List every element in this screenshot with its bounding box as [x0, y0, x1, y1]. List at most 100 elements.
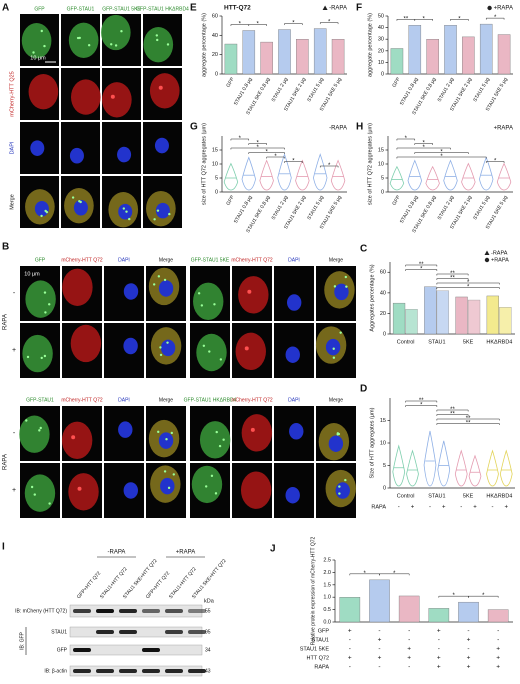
- nucleus: [123, 283, 139, 300]
- significance-label: *: [393, 571, 396, 577]
- granule: [338, 492, 341, 495]
- bar: [398, 595, 420, 623]
- column-label: GFP-STAU1 HKΔRBD4: [136, 6, 189, 12]
- y-axis-label: Size of HTT aggregates (μm): [369, 407, 375, 478]
- y-tick-label: 40: [212, 33, 218, 39]
- nucleus: [325, 338, 341, 356]
- scale-bar-label: 10 μm: [30, 55, 46, 61]
- band: [142, 648, 160, 652]
- x-tick-label: 5KE: [463, 339, 474, 345]
- panel-letter: E: [190, 3, 197, 14]
- condition-mark: +: [467, 655, 471, 662]
- band: [188, 609, 206, 613]
- blot-strip: [69, 644, 203, 656]
- bar: [444, 25, 457, 75]
- column-label: mCherry-HTT Q72: [231, 257, 273, 263]
- granule: [32, 51, 35, 54]
- condition-mark: +: [378, 655, 382, 662]
- x-tick-label: HKΔRBD4: [486, 339, 512, 345]
- y-axis-label: Aggregates percentage (%): [369, 264, 375, 331]
- micrograph: [274, 266, 314, 321]
- significance-label: **: [466, 421, 471, 427]
- violin: [461, 162, 476, 191]
- y-tick-label: 0.5: [323, 607, 331, 613]
- y-axis-label: Relative protein expression of mCherry-H…: [310, 537, 316, 646]
- y-tick-label: 10: [378, 60, 384, 66]
- significance-bracket: [266, 156, 285, 159]
- band: [96, 630, 114, 634]
- aggregate: [244, 346, 249, 351]
- y-tick-label: 0.0: [323, 619, 331, 625]
- condition-mark: -: [438, 637, 440, 644]
- blot-group-label: IB: GFP: [19, 631, 25, 649]
- subcategory-label: +: [504, 505, 508, 511]
- granule: [78, 36, 81, 40]
- bar: [260, 41, 273, 75]
- violin: [406, 449, 419, 487]
- cell: [191, 465, 223, 504]
- significance-label: *: [420, 267, 423, 273]
- significance-bracket: [405, 269, 438, 271]
- granule: [30, 485, 34, 489]
- column-label: DAPI: [288, 257, 300, 263]
- granule: [336, 432, 340, 435]
- y-tick-label: 1.5: [323, 582, 331, 588]
- significance-label: *: [420, 403, 423, 409]
- aggregate: [77, 486, 82, 491]
- significance-bracket: [379, 573, 410, 576]
- panel-letter: J: [270, 544, 276, 555]
- kda-label: kDa: [204, 598, 215, 604]
- micrograph: [104, 323, 144, 378]
- condition-mark: -: [497, 637, 499, 644]
- row-label: DAPI: [9, 141, 15, 154]
- aggregate: [247, 289, 252, 294]
- y-tick-label: 15: [212, 147, 218, 153]
- x-tick-label: STAU1: [428, 339, 445, 345]
- column-label: mCherry-HTT Q72: [61, 257, 103, 263]
- blot-label: IB: β-actin: [44, 668, 67, 674]
- group-label: -RAPA: [108, 550, 126, 556]
- significance-label: *: [239, 136, 242, 142]
- column-label: Merge: [329, 397, 343, 403]
- row-label: +: [12, 347, 16, 354]
- row-label: -: [13, 430, 16, 437]
- violin: [423, 430, 437, 487]
- granule: [43, 44, 46, 48]
- condition-mark: +: [496, 664, 500, 671]
- bar: [487, 609, 509, 623]
- kda-marker: 34: [205, 647, 211, 653]
- significance-bracket: [396, 156, 487, 159]
- kda-marker: 43: [205, 668, 211, 674]
- bar: [479, 23, 493, 75]
- condition-mark: -: [438, 646, 440, 653]
- cell: [21, 23, 52, 59]
- granule: [79, 200, 82, 204]
- bar: [390, 48, 404, 75]
- x-tick-label: STAU1 5 μg: [472, 76, 491, 103]
- subcategory-label: -: [398, 505, 400, 511]
- nucleus: [160, 339, 176, 357]
- x-tick-label: 5KE: [463, 493, 474, 499]
- granule: [87, 43, 91, 47]
- granule: [215, 430, 218, 434]
- y-axis-label: size of HTT Q72 aggregates (μm): [367, 123, 373, 205]
- subcategory-axis-label: RAPA: [371, 504, 386, 510]
- x-tick-label: STAU1 5 μg: [306, 194, 325, 221]
- significance-label: *: [274, 154, 277, 160]
- condition-mark: -: [497, 628, 499, 635]
- significance-bracket: [485, 161, 505, 163]
- granule: [165, 437, 168, 441]
- band: [96, 669, 114, 673]
- condition-label: STAU1 5KE: [300, 646, 330, 652]
- cell: [70, 324, 102, 363]
- band: [165, 609, 183, 613]
- significance-bracket: [284, 161, 303, 163]
- band: [96, 609, 114, 613]
- condition-mark: -: [349, 664, 351, 671]
- side-label: RAPA: [3, 314, 9, 330]
- aggregate: [71, 435, 76, 440]
- nucleus: [155, 202, 170, 219]
- x-tick-label: STAU1 5 μg: [306, 76, 325, 103]
- y-tick-label: 30: [378, 37, 384, 43]
- violin: [407, 159, 422, 191]
